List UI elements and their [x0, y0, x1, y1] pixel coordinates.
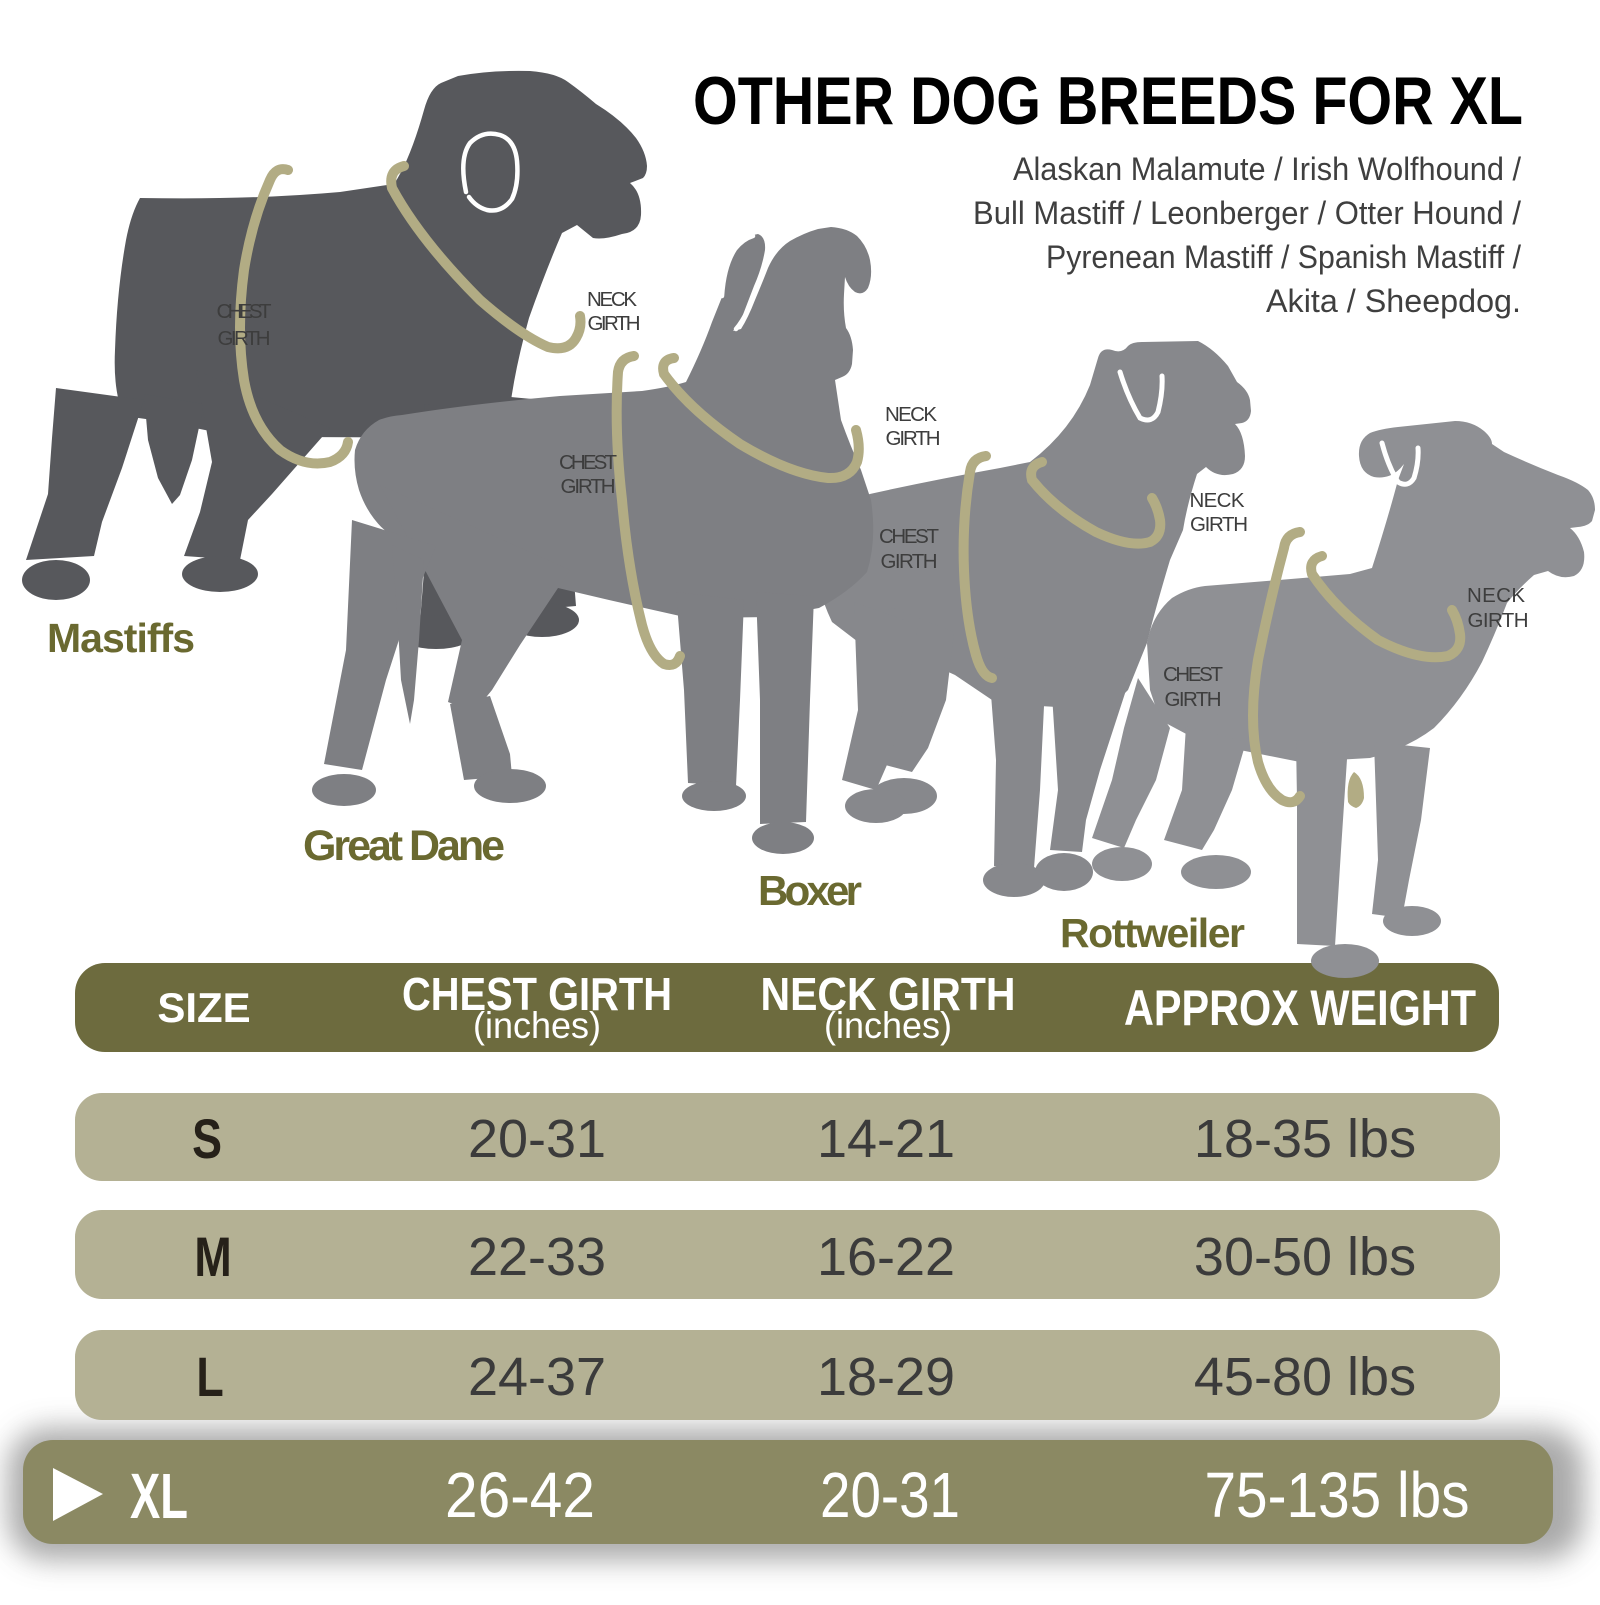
svg-text:20-31: 20-31	[820, 1459, 960, 1531]
svg-text:GIRTH: GIRTH	[886, 427, 941, 450]
svg-text:24-37: 24-37	[468, 1347, 606, 1407]
svg-text:NECK: NECK	[1467, 584, 1525, 607]
svg-text:22-33: 22-33	[468, 1227, 606, 1287]
svg-text:APPROX WEIGHT: APPROX WEIGHT	[1124, 980, 1476, 1036]
svg-text:CHEST GIRTH: CHEST GIRTH	[402, 968, 672, 1020]
svg-text:OTHER DOG BREEDS FOR XL: OTHER DOG BREEDS FOR XL	[693, 63, 1523, 139]
svg-text:20-31: 20-31	[468, 1109, 606, 1169]
svg-text:GIRTH: GIRTH	[1190, 513, 1248, 536]
svg-text:16-22: 16-22	[817, 1227, 955, 1287]
svg-text:Alaskan Malamute / Irish Wolfh: Alaskan Malamute / Irish Wolfhound /	[1013, 151, 1521, 187]
svg-text:XL: XL	[130, 1460, 188, 1532]
svg-text:14-21: 14-21	[817, 1109, 955, 1169]
svg-text:M: M	[194, 1225, 231, 1288]
svg-text:NECK: NECK	[587, 288, 637, 311]
svg-text:GIRTH: GIRTH	[561, 475, 616, 498]
svg-text:Bull Mastiff / Leonberger / Ot: Bull Mastiff / Leonberger / Otter Hound …	[973, 195, 1521, 231]
svg-text:18-29: 18-29	[817, 1347, 955, 1407]
svg-text:(inches): (inches)	[824, 1005, 952, 1046]
svg-text:NECK: NECK	[885, 403, 937, 426]
svg-text:GIRTH: GIRTH	[1468, 609, 1529, 632]
svg-text:CHEST: CHEST	[879, 525, 939, 548]
svg-text:45-80 lbs: 45-80 lbs	[1194, 1347, 1416, 1407]
svg-text:75-135 lbs: 75-135 lbs	[1205, 1459, 1470, 1531]
svg-text:GIRTH: GIRTH	[218, 327, 271, 350]
svg-text:Boxer: Boxer	[758, 867, 862, 914]
svg-text:S: S	[192, 1107, 222, 1170]
svg-text:NECK GIRTH: NECK GIRTH	[761, 968, 1016, 1020]
svg-text:Great Dane: Great Dane	[303, 822, 505, 870]
svg-text:Rottweiler: Rottweiler	[1060, 910, 1245, 956]
svg-text:GIRTH: GIRTH	[588, 312, 641, 335]
svg-text:SIZE: SIZE	[157, 984, 250, 1031]
svg-text:Mastiffs: Mastiffs	[47, 615, 195, 661]
svg-text:18-35 lbs: 18-35 lbs	[1194, 1109, 1416, 1169]
svg-text:Pyrenean Mastiff / Spanish Mas: Pyrenean Mastiff / Spanish Mastiff /	[1046, 239, 1521, 275]
svg-text:GIRTH: GIRTH	[1165, 688, 1222, 711]
svg-text:(inches): (inches)	[473, 1005, 601, 1046]
svg-text:Akita / Sheepdog.: Akita / Sheepdog.	[1266, 283, 1521, 319]
svg-text:L: L	[196, 1345, 223, 1408]
svg-text:CHEST: CHEST	[1163, 663, 1223, 686]
svg-text:26-42: 26-42	[445, 1459, 595, 1531]
svg-text:30-50 lbs: 30-50 lbs	[1194, 1227, 1416, 1287]
svg-text:CHEST: CHEST	[217, 300, 272, 323]
svg-text:GIRTH: GIRTH	[881, 550, 938, 573]
svg-text:NECK: NECK	[1190, 489, 1245, 512]
svg-text:CHEST: CHEST	[559, 451, 617, 474]
